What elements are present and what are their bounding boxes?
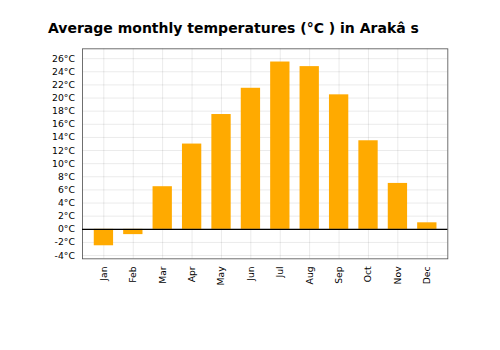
svg-text:May: May (215, 266, 226, 286)
svg-text:22°C: 22°C (52, 79, 75, 90)
svg-text:6°C: 6°C (58, 184, 75, 195)
svg-text:24°C: 24°C (52, 66, 75, 77)
svg-text:-2°C: -2°C (55, 236, 75, 247)
svg-text:8°C: 8°C (58, 171, 75, 182)
svg-text:Jul: Jul (274, 266, 285, 278)
svg-text:Jun: Jun (245, 266, 256, 282)
svg-text:Nov: Nov (392, 266, 403, 285)
svg-text:4°C: 4°C (58, 197, 75, 208)
svg-text:20°C: 20°C (52, 92, 75, 103)
svg-text:0°C: 0°C (58, 223, 75, 234)
svg-text:-4°C: -4°C (55, 249, 75, 260)
svg-text:16°C: 16°C (52, 118, 75, 129)
svg-text:Dec: Dec (421, 266, 432, 284)
html-text:Average monthly temperatures (: Average monthly temperatures (°C ) in Ar… (48, 20, 419, 36)
svg-text:10°C: 10°C (52, 158, 75, 169)
svg-text:Aug: Aug (304, 266, 315, 284)
svg-text:18°C: 18°C (52, 105, 75, 116)
svg-text:26°C: 26°C (52, 53, 75, 64)
svg-text:Apr: Apr (186, 266, 197, 282)
svg-text:14°C: 14°C (52, 131, 75, 142)
svg-text:Feb: Feb (127, 266, 138, 282)
svg-text:Mar: Mar (157, 266, 168, 284)
svg-text:Sep: Sep (333, 266, 344, 284)
svg-text:12°C: 12°C (52, 144, 75, 155)
svg-text:Jan: Jan (98, 266, 109, 281)
svg-text:2°C: 2°C (58, 210, 75, 221)
svg-text:Oct: Oct (362, 266, 373, 282)
